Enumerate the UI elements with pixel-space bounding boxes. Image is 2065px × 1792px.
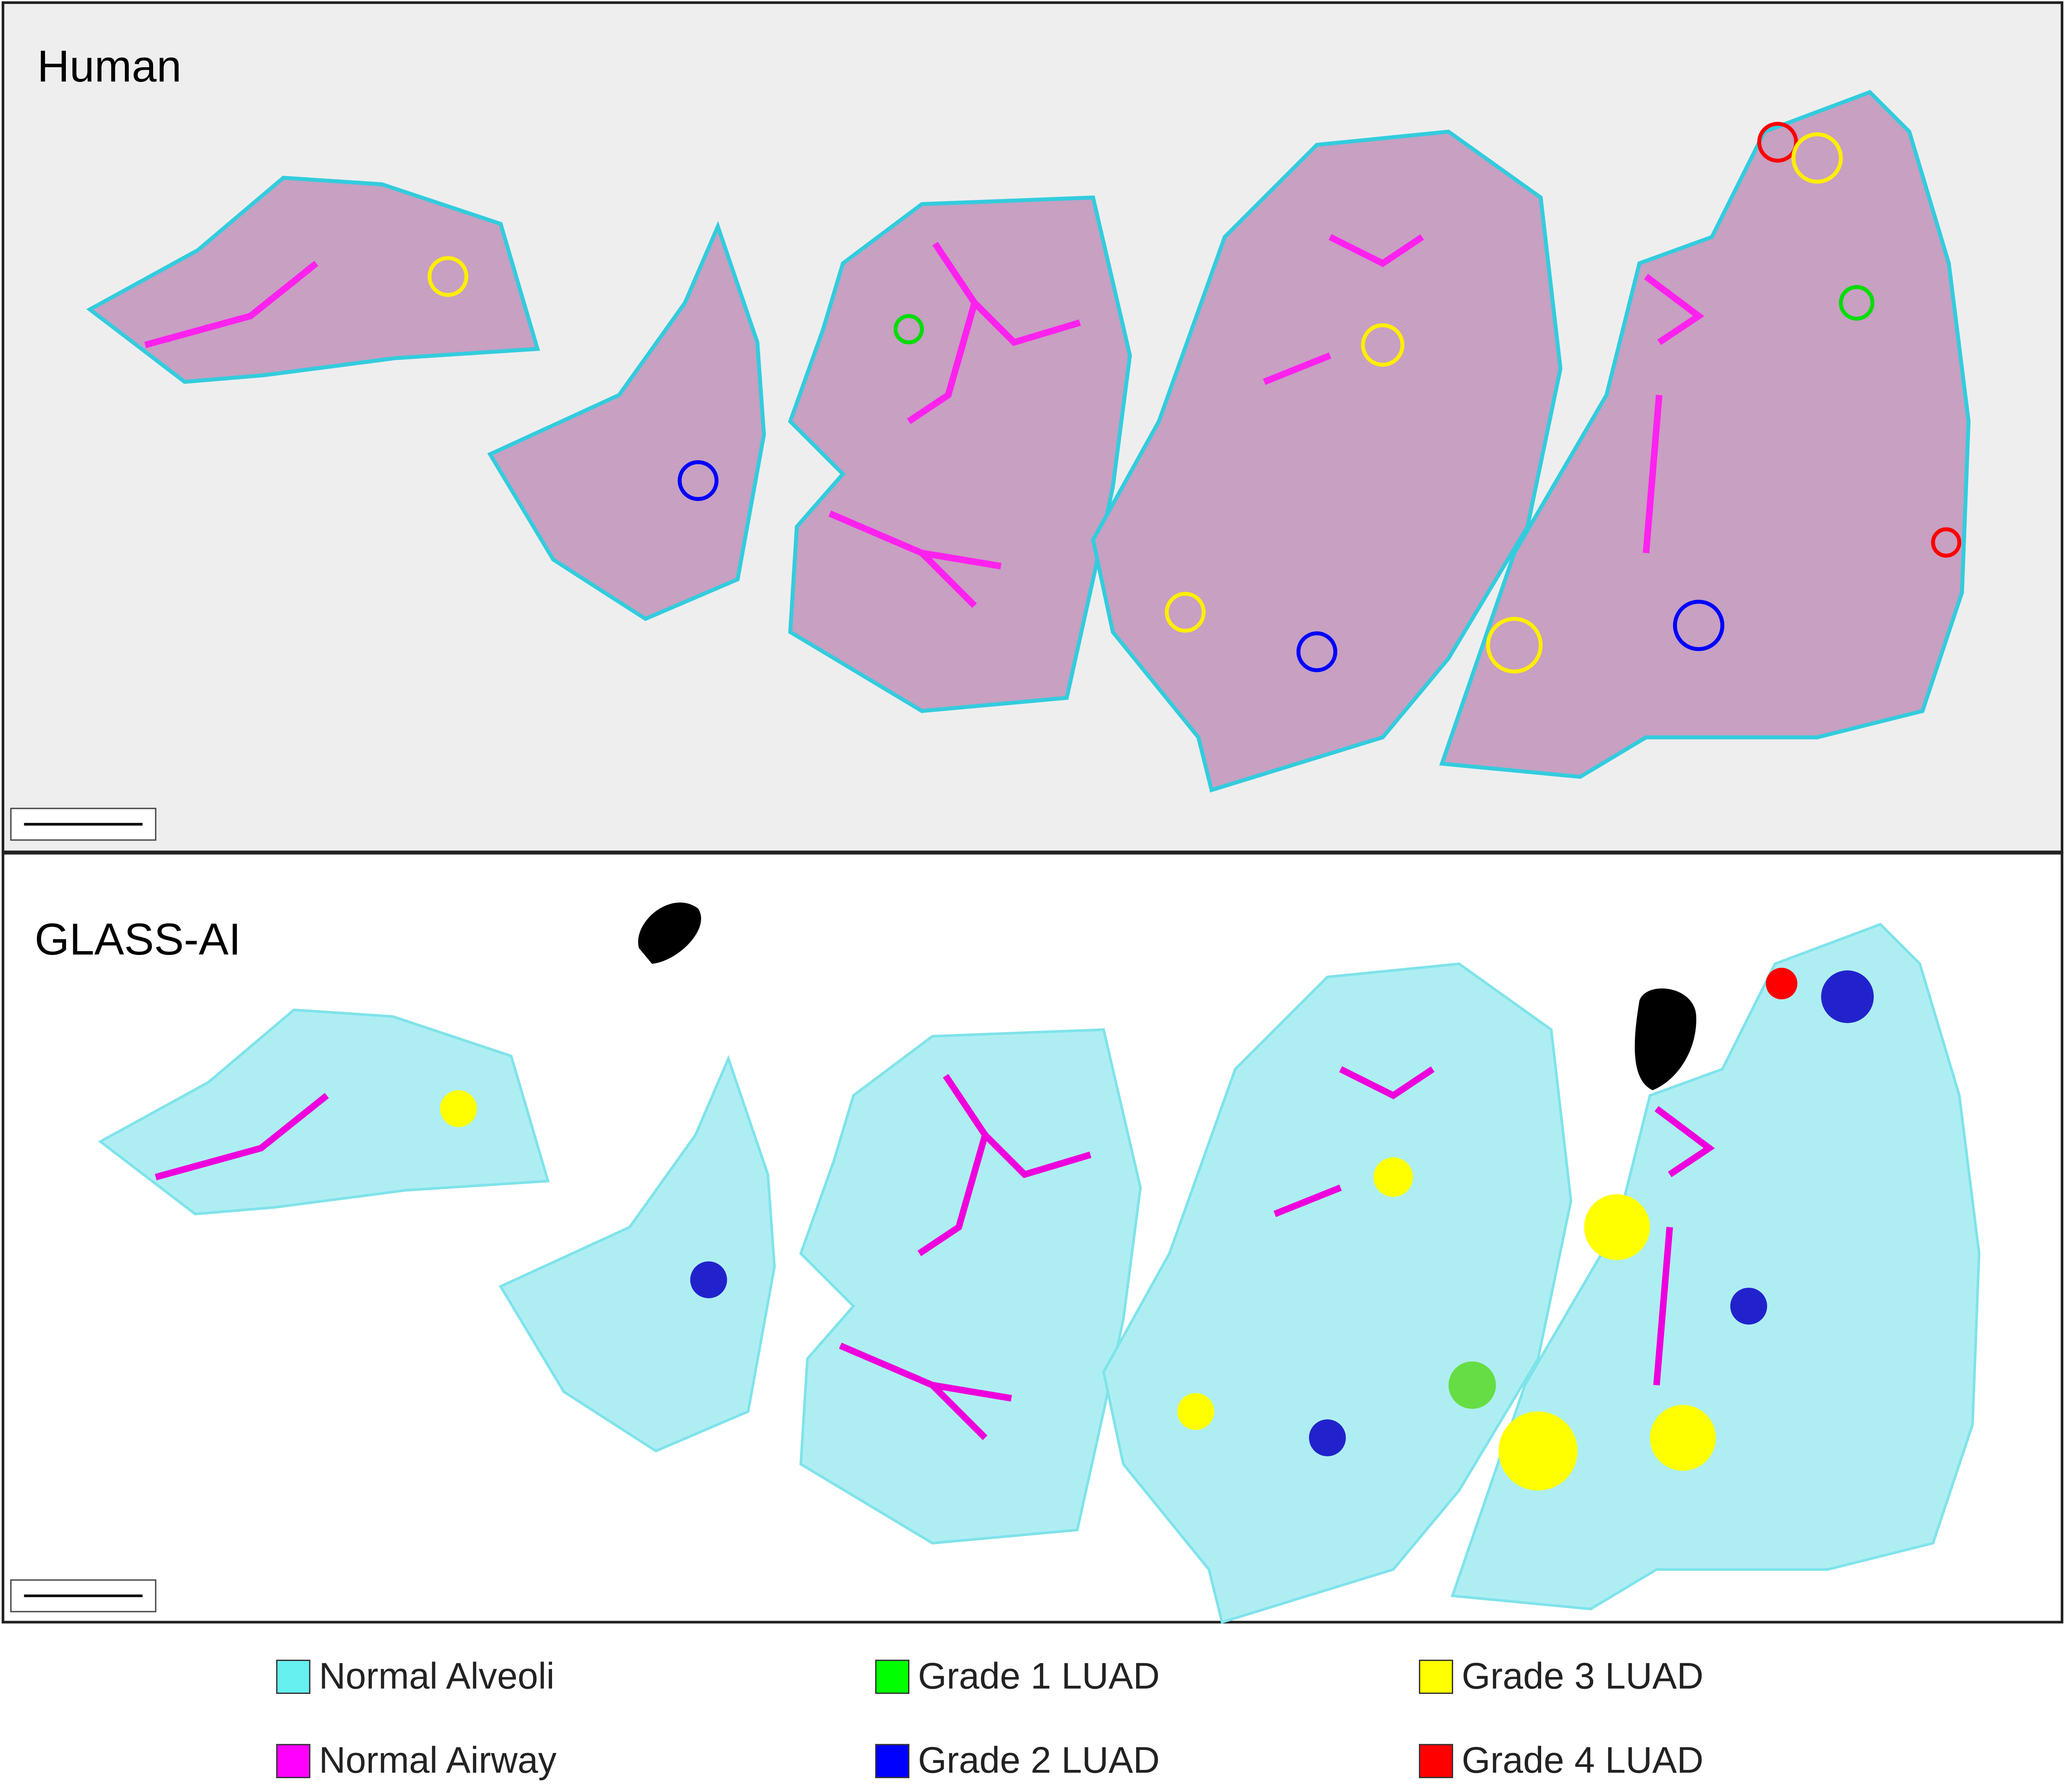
legend-swatch (1419, 1659, 1454, 1694)
legend-swatch (276, 1659, 310, 1694)
legend-swatch (1419, 1744, 1454, 1779)
tumor-predictions (440, 968, 1874, 1491)
legend-label: Normal Alveoli (319, 1655, 554, 1697)
legend-label: Grade 4 LUAD (1462, 1740, 1703, 1781)
legend-swatch (875, 1744, 910, 1779)
tumor-annotations (427, 121, 1961, 674)
legend-swatch (276, 1744, 310, 1779)
artifact (638, 902, 701, 964)
panel-label: Human (37, 41, 182, 91)
legend: Normal Alveoli Normal Airway Grade 1 LUAD G… (276, 1655, 1703, 1781)
legend-swatch (875, 1659, 910, 1694)
panel-label: GLASS-AI (35, 914, 241, 964)
legend-label: Grade 2 LUAD (918, 1740, 1160, 1781)
legend-label: Grade 3 LUAD (1462, 1655, 1703, 1697)
legend-label: Grade 1 LUAD (918, 1655, 1160, 1697)
artifact (1634, 988, 1696, 1090)
prediction-map (101, 924, 1979, 1622)
legend-label: Normal Airway (319, 1740, 556, 1781)
